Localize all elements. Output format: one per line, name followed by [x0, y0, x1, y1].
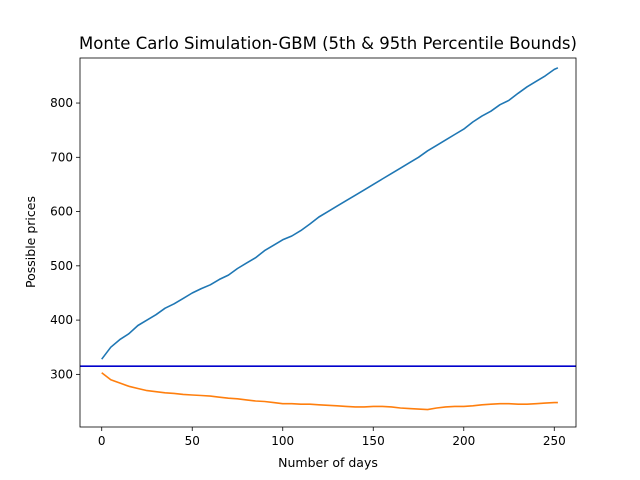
- y-tick-label: 600: [50, 205, 73, 219]
- x-tick-label: 150: [362, 434, 385, 448]
- plot-frame: [79, 57, 577, 428]
- y-tick-label: 700: [50, 150, 73, 164]
- y-axis-label: Possible prices: [23, 196, 38, 288]
- x-axis-label: Number of days: [278, 455, 378, 470]
- chart-title: Monte Carlo Simulation-GBM (5th & 95th P…: [79, 34, 577, 53]
- y-axis: 300 400 500 600 700 800: [50, 96, 80, 381]
- x-tick-label: 50: [185, 434, 200, 448]
- series-line-upper: [101, 67, 559, 360]
- x-tick-label: 0: [98, 434, 106, 448]
- y-tick-label: 400: [50, 313, 73, 327]
- y-tick-label: 500: [50, 259, 73, 273]
- x-axis: 0 50 100 150 200 250: [98, 427, 566, 448]
- y-tick-label: 300: [50, 367, 73, 381]
- y-tick-label: 800: [50, 96, 73, 110]
- x-tick-label: 100: [271, 434, 294, 448]
- x-tick-label: 200: [452, 434, 475, 448]
- series-line-lower: [101, 372, 558, 411]
- plot-area: [80, 67, 576, 411]
- x-tick-label: 250: [543, 434, 566, 448]
